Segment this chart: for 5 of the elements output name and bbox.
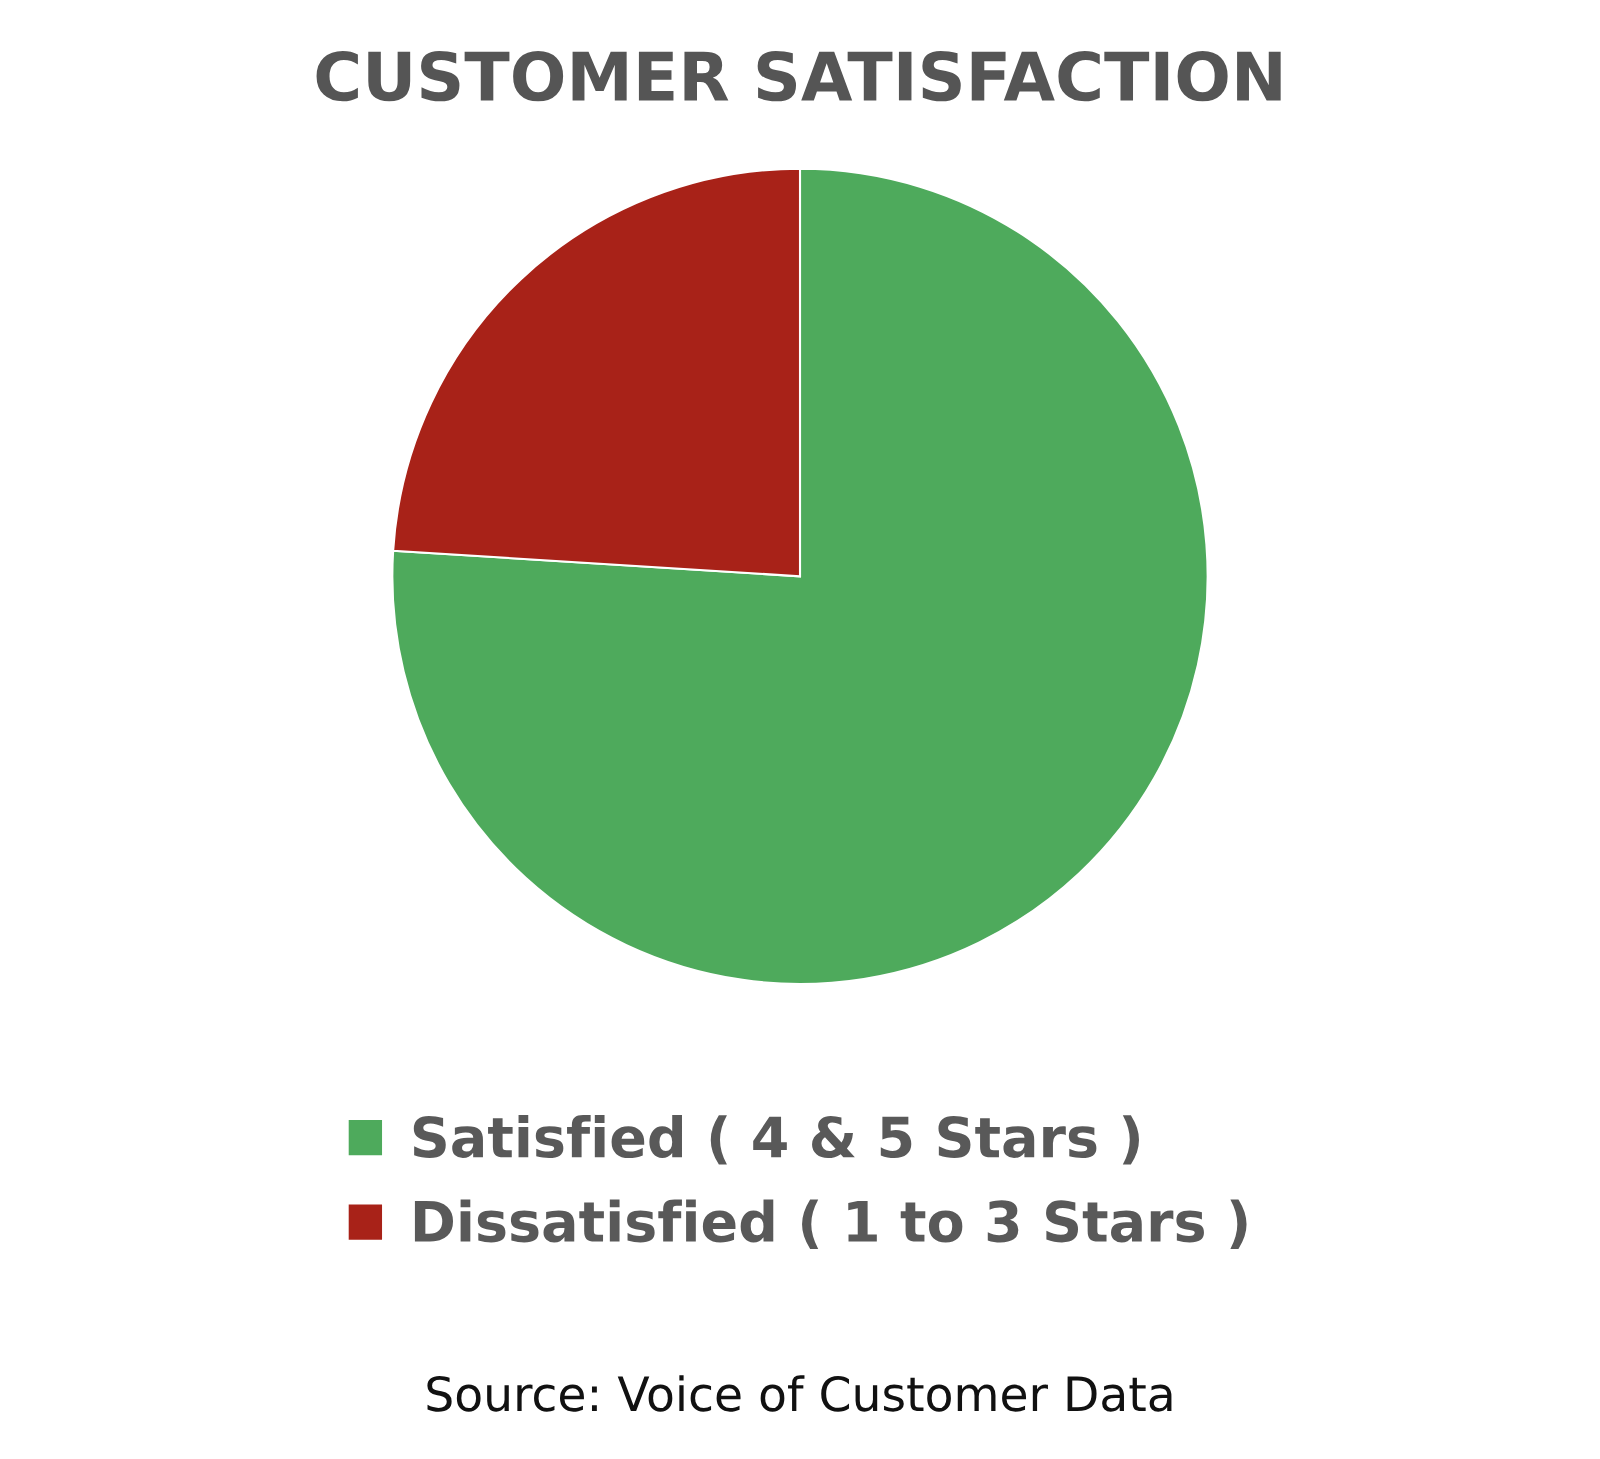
pie-slice [391, 167, 1209, 985]
legend-label: Satisfied ( 4 & 5 Stars ) [413, 1115, 1139, 1165]
chart-title: CUSTOMER SATISFACTION [316, 50, 1281, 102]
legend-label: Dissatisfied ( 1 to 3 Stars ) [414, 1199, 1247, 1249]
source-note: Source: Voice of Customer Data [427, 1375, 1172, 1412]
